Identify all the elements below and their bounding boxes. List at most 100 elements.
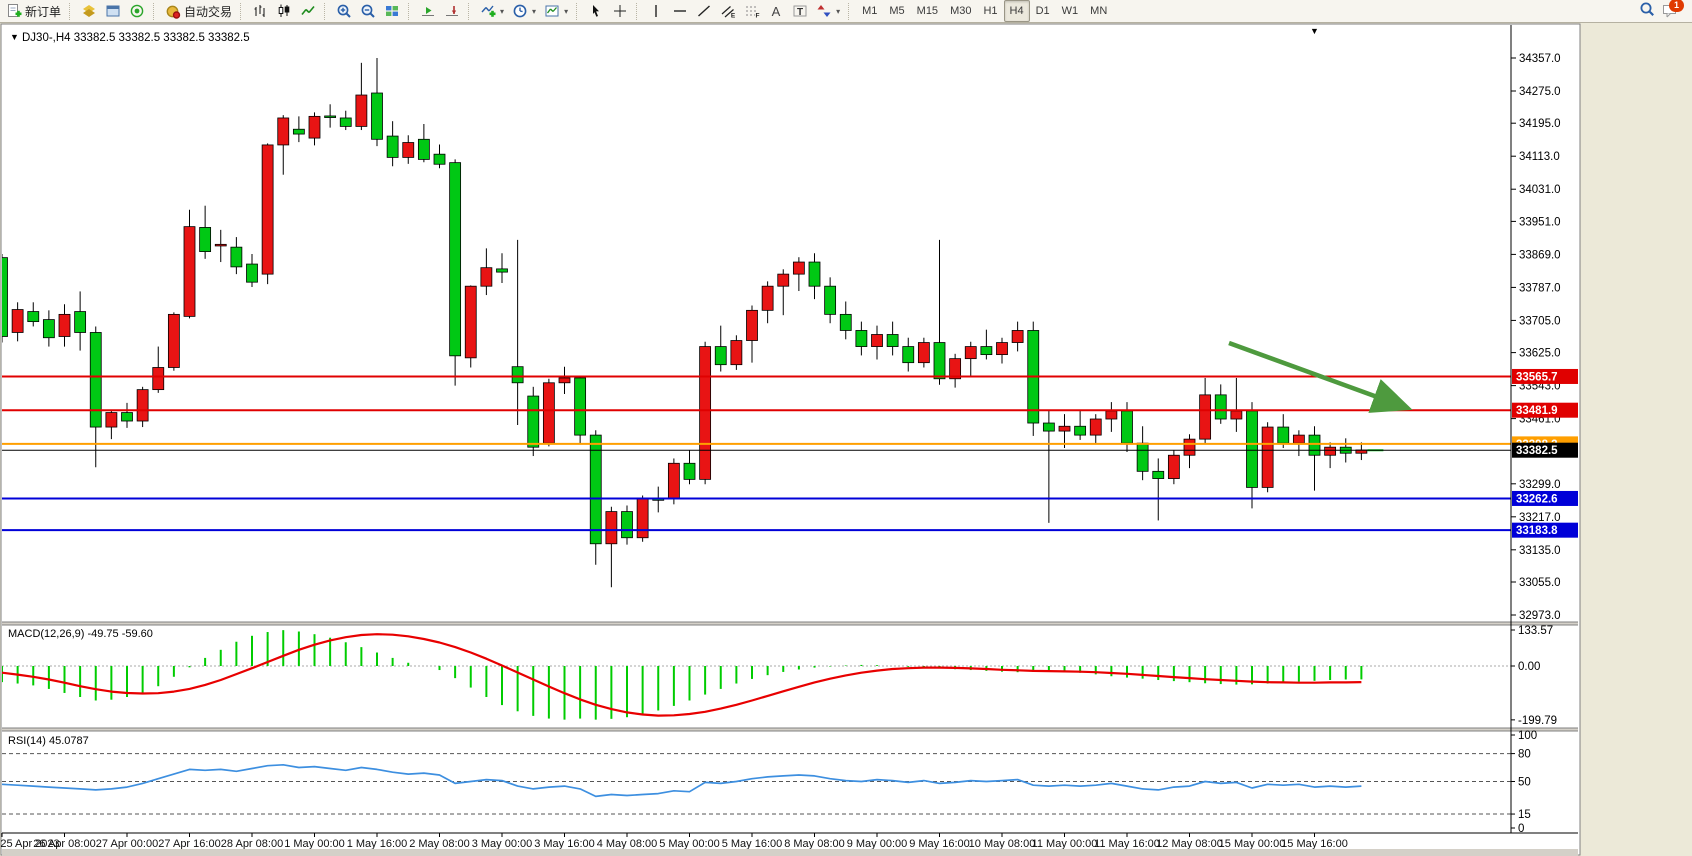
chevron-down-icon: ▾ — [564, 6, 569, 16]
market-watch-button[interactable] — [77, 0, 101, 22]
candlestick-button[interactable] — [272, 0, 296, 22]
autoscroll-icon — [422, 7, 435, 16]
auto-scroll-button[interactable] — [416, 0, 440, 22]
timeframe-m15-button[interactable]: M15 — [916, 5, 939, 17]
timeframe-m30-button[interactable]: M30 — [950, 5, 972, 17]
chart-shift-button[interactable] — [440, 0, 464, 22]
svg-text:▼: ▼ — [1310, 26, 1319, 36]
svg-text:1 May 16:00: 1 May 16:00 — [347, 838, 408, 850]
channel-button[interactable]: E — [716, 0, 740, 22]
chart-canvas[interactable]: 34357.0 34275.0 34195.0 34113.0 34031.0 33951… — [0, 23, 1692, 856]
chevron-down-icon: ▾ — [836, 6, 841, 16]
svg-text:33951.0: 33951.0 — [1519, 216, 1561, 228]
blue-window-icon — [106, 5, 120, 17]
trend-arrow-annotation[interactable] — [1228, 340, 1413, 413]
tile-windows-button[interactable] — [380, 0, 404, 22]
svg-text:T: T — [797, 7, 803, 18]
hline-icon — [674, 10, 687, 12]
svg-text:34113.0: 34113.0 — [1519, 151, 1560, 163]
timeframe-m5-button[interactable]: M5 — [889, 5, 905, 17]
toolbar-separator — [69, 2, 74, 20]
toolbar-group-pointer — [584, 0, 632, 22]
search-button[interactable] — [1639, 1, 1655, 22]
svg-text:33565.7: 33565.7 — [1516, 371, 1558, 383]
timeframe-m1-button[interactable]: M1 — [862, 5, 878, 17]
svg-text:5 May 16:00: 5 May 16:00 — [722, 838, 783, 850]
toolbar-separator — [408, 2, 413, 20]
svg-text:34195.0: 34195.0 — [1519, 118, 1561, 130]
toolbar-right: 1 — [1639, 0, 1690, 22]
bar-chart-button[interactable] — [248, 0, 272, 22]
timeframe-d1-button[interactable]: D1 — [1035, 5, 1050, 17]
period-button[interactable]: ▾ — [508, 0, 540, 22]
svg-text:F: F — [756, 13, 760, 20]
axis-price-tag: 33481.9 — [1512, 402, 1578, 418]
new-order-button[interactable]: 新订单 — [2, 0, 65, 22]
svg-text:33183.8: 33183.8 — [1516, 525, 1558, 537]
svg-text:9 May 00:00: 9 May 00:00 — [847, 838, 908, 850]
auto-trading-button[interactable]: 自动交易 — [161, 0, 236, 22]
svg-text:15 May 16:00: 15 May 16:00 — [1281, 838, 1348, 850]
svg-text:▼: ▼ — [10, 32, 19, 42]
trend-icon — [698, 5, 711, 17]
timeframe-mn-button[interactable]: MN — [1090, 5, 1108, 17]
svg-text:11 May 00:00: 11 May 00:00 — [1032, 838, 1098, 850]
price-chart[interactable]: 34357.0 34275.0 34195.0 34113.0 34031.0 33951… — [0, 23, 1692, 856]
zoom-in-button[interactable] — [332, 0, 356, 22]
data-window-button[interactable] — [101, 0, 125, 22]
text-button[interactable]: A — [764, 0, 788, 22]
svg-text:33262.6: 33262.6 — [1516, 493, 1558, 505]
svg-text:11 May 16:00: 11 May 16:00 — [1094, 838, 1160, 850]
svg-text:12 May 08:00: 12 May 08:00 — [1156, 838, 1223, 850]
template-button[interactable]: ▾ — [540, 0, 572, 22]
svg-text:80: 80 — [1518, 749, 1531, 761]
svg-text:15: 15 — [1518, 809, 1531, 821]
svg-text:A: A — [772, 4, 781, 19]
svg-text:33382.5: 33382.5 — [1516, 445, 1558, 457]
svg-text:RSI(14) 45.0787: RSI(14) 45.0787 — [8, 735, 89, 747]
arrows-button[interactable]: ▾ — [812, 0, 844, 22]
macd-layer — [2, 630, 1511, 720]
svg-text:33869.0: 33869.0 — [1519, 249, 1561, 261]
notifications-button[interactable]: 1 — [1662, 0, 1684, 20]
svg-text:MACD(12,26,9) -49.75 -59.60: MACD(12,26,9) -49.75 -59.60 — [8, 628, 153, 640]
svg-text:34031.0: 34031.0 — [1519, 184, 1561, 196]
candles-icon — [278, 4, 290, 17]
svg-text:9 May 16:00: 9 May 16:00 — [909, 838, 970, 850]
svg-text:34357.0: 34357.0 — [1519, 53, 1561, 65]
indicators-button[interactable]: ▾ — [476, 0, 508, 22]
toolbar-group-zoom — [332, 0, 404, 22]
gold-stack-icon — [83, 5, 96, 17]
zoom-out-button[interactable] — [356, 0, 380, 22]
svg-text:33705.0: 33705.0 — [1519, 315, 1561, 327]
toolbar-separator — [576, 2, 581, 20]
navigator-button[interactable] — [125, 0, 149, 22]
toolbar-separator — [240, 2, 245, 20]
svg-text:8 May 08:00: 8 May 08:00 — [784, 838, 845, 850]
toolbar-separator — [636, 2, 641, 20]
cursor-button[interactable] — [584, 0, 608, 22]
svg-text:4 May 08:00: 4 May 08:00 — [597, 838, 658, 850]
line-chart-button[interactable] — [296, 0, 320, 22]
toolbar-separator — [848, 2, 853, 20]
horizontal-line-button[interactable] — [668, 0, 692, 22]
fibonacci-button[interactable]: F — [740, 0, 764, 22]
vertical-line-button[interactable] — [644, 0, 668, 22]
auto-trading-button-label: 自动交易 — [184, 4, 233, 19]
textT-icon: T — [793, 5, 807, 18]
toolbar: 新订单 自动交易 ▾ ▾ ▾ E F A T ▾ M1 M5 M15 M30 H1 H4 D1 W1 MN 1 — [0, 0, 1692, 23]
chevron-down-icon: ▾ — [532, 6, 537, 16]
timeframe-h4-button[interactable]: H4 — [1003, 0, 1030, 22]
svg-text:32973.0: 32973.0 — [1519, 610, 1561, 622]
trendline-button[interactable] — [692, 0, 716, 22]
svg-text:-199.79: -199.79 — [1518, 715, 1557, 727]
timeframe-w1-button[interactable]: W1 — [1061, 5, 1079, 17]
svg-text:25 Apr 2023: 25 Apr 2023 — [0, 838, 59, 850]
timeframe-h1-button[interactable]: H1 — [983, 5, 998, 17]
svg-text:34275.0: 34275.0 — [1519, 86, 1561, 98]
svg-text:3 May 00:00: 3 May 00:00 — [472, 838, 533, 850]
text-label-button[interactable]: T — [788, 0, 812, 22]
crosshair-button[interactable] — [608, 0, 632, 22]
cursor-icon — [593, 5, 600, 17]
